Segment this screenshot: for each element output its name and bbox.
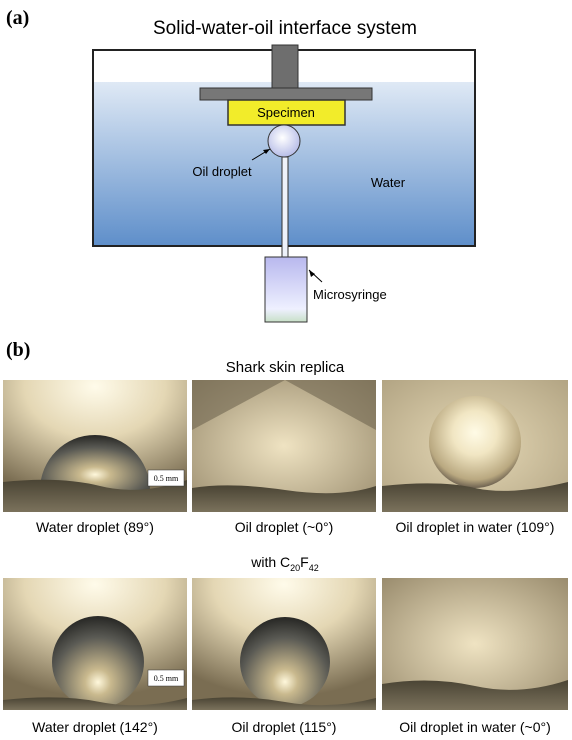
- specimen-label: Specimen: [257, 105, 315, 120]
- rod: [272, 45, 298, 89]
- scale-bar: 0.5 mm: [154, 674, 179, 683]
- photo: [3, 380, 187, 512]
- panel-label: (a): [6, 7, 29, 29]
- subscript: 42: [309, 563, 319, 573]
- row-title: with C20F42: [250, 554, 319, 573]
- arrow-head: [309, 270, 315, 277]
- oil-droplet: [268, 125, 300, 157]
- caption: Oil droplet (~0°): [235, 519, 334, 535]
- photo: [382, 578, 568, 710]
- row-title: Shark skin replica: [226, 359, 345, 376]
- photo: [192, 380, 376, 512]
- title-part: F: [300, 554, 309, 570]
- microsyringe: [265, 257, 307, 322]
- caption: Oil droplet (115°): [232, 719, 337, 735]
- subscript: 20: [290, 563, 300, 573]
- caption: Water droplet (142°): [32, 719, 158, 735]
- caption: Water droplet (89°): [36, 519, 154, 535]
- caption: Oil droplet in water (109°): [396, 519, 555, 535]
- scale-bar: 0.5 mm: [154, 474, 179, 483]
- photo: [382, 380, 568, 512]
- droplet-label: Oil droplet: [192, 164, 252, 179]
- figure: (a) Solid-water-oil interface system Spe…: [0, 0, 572, 740]
- photo: [3, 578, 187, 710]
- caption: Oil droplet in water (~0°): [399, 719, 551, 735]
- plate: [200, 88, 372, 100]
- water-label: Water: [371, 175, 406, 190]
- apparatus: [93, 45, 475, 322]
- panel-label: (b): [6, 339, 30, 361]
- photo: [192, 578, 376, 710]
- panel-title: Solid-water-oil interface system: [153, 18, 417, 39]
- title-part: with C: [250, 554, 290, 570]
- needle: [282, 157, 288, 257]
- syringe-label: Microsyringe: [313, 287, 387, 302]
